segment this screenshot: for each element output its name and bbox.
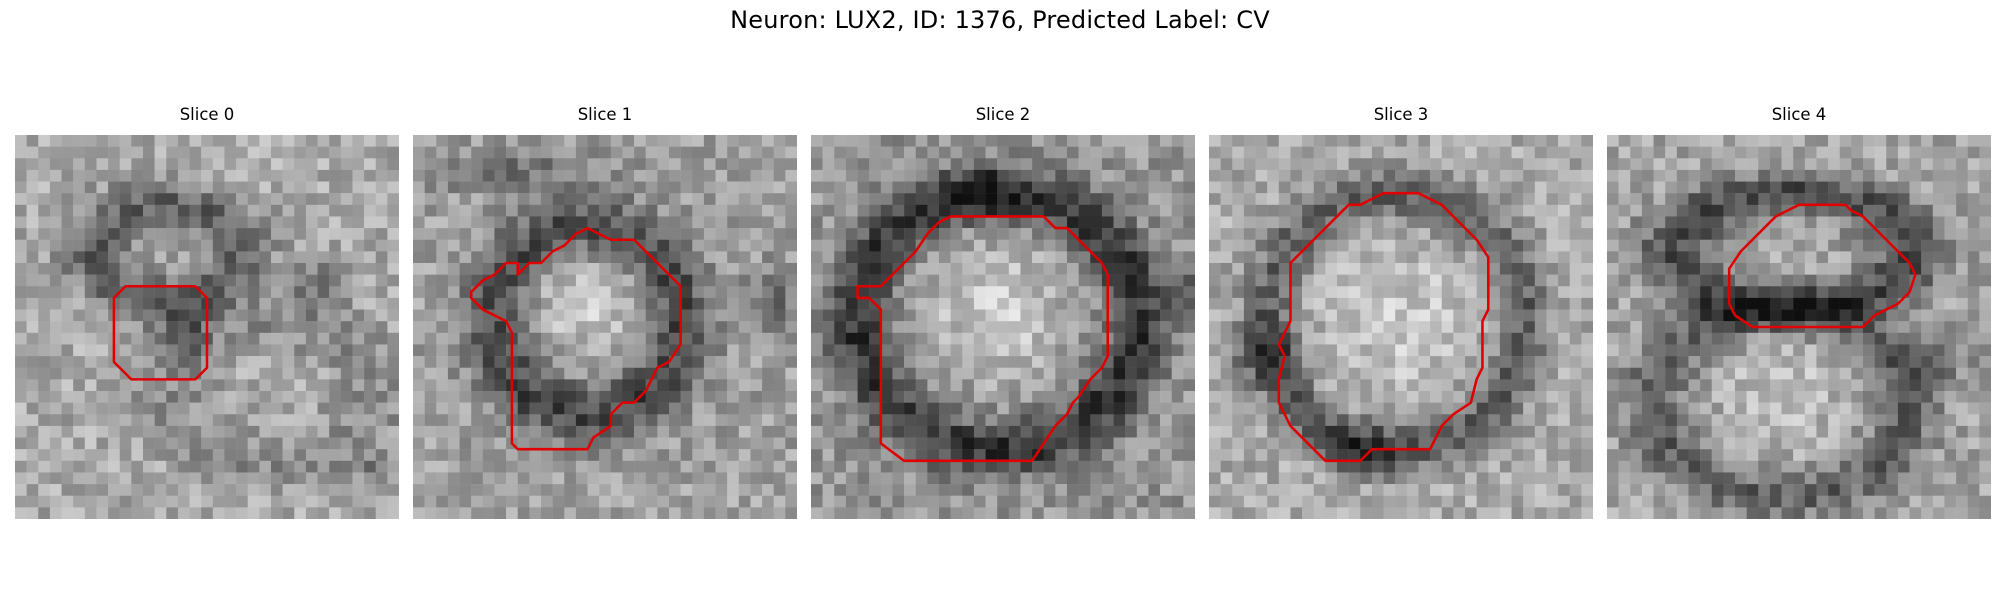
slice-title-4: Slice 4 xyxy=(1771,105,1827,124)
slice-image-0 xyxy=(15,135,399,519)
slice-image-1 xyxy=(413,135,797,519)
slice-image-3 xyxy=(1209,135,1593,519)
segmentation-contour xyxy=(469,226,682,451)
segmentation-contour xyxy=(1277,191,1490,463)
slice-image-2 xyxy=(811,135,1195,519)
slice-title-1: Slice 1 xyxy=(577,105,633,124)
slice-title-3: Slice 3 xyxy=(1373,105,1429,124)
segmentation-contour xyxy=(856,215,1110,463)
figure-title: Neuron: LUX2, ID: 1376, Predicted Label:… xyxy=(730,6,1270,34)
slice-image-4 xyxy=(1607,135,1991,519)
segmentation-contour xyxy=(112,284,209,381)
slice-title-2: Slice 2 xyxy=(975,105,1031,124)
slice-title-0: Slice 0 xyxy=(179,105,235,124)
segmentation-contour xyxy=(1727,203,1917,329)
